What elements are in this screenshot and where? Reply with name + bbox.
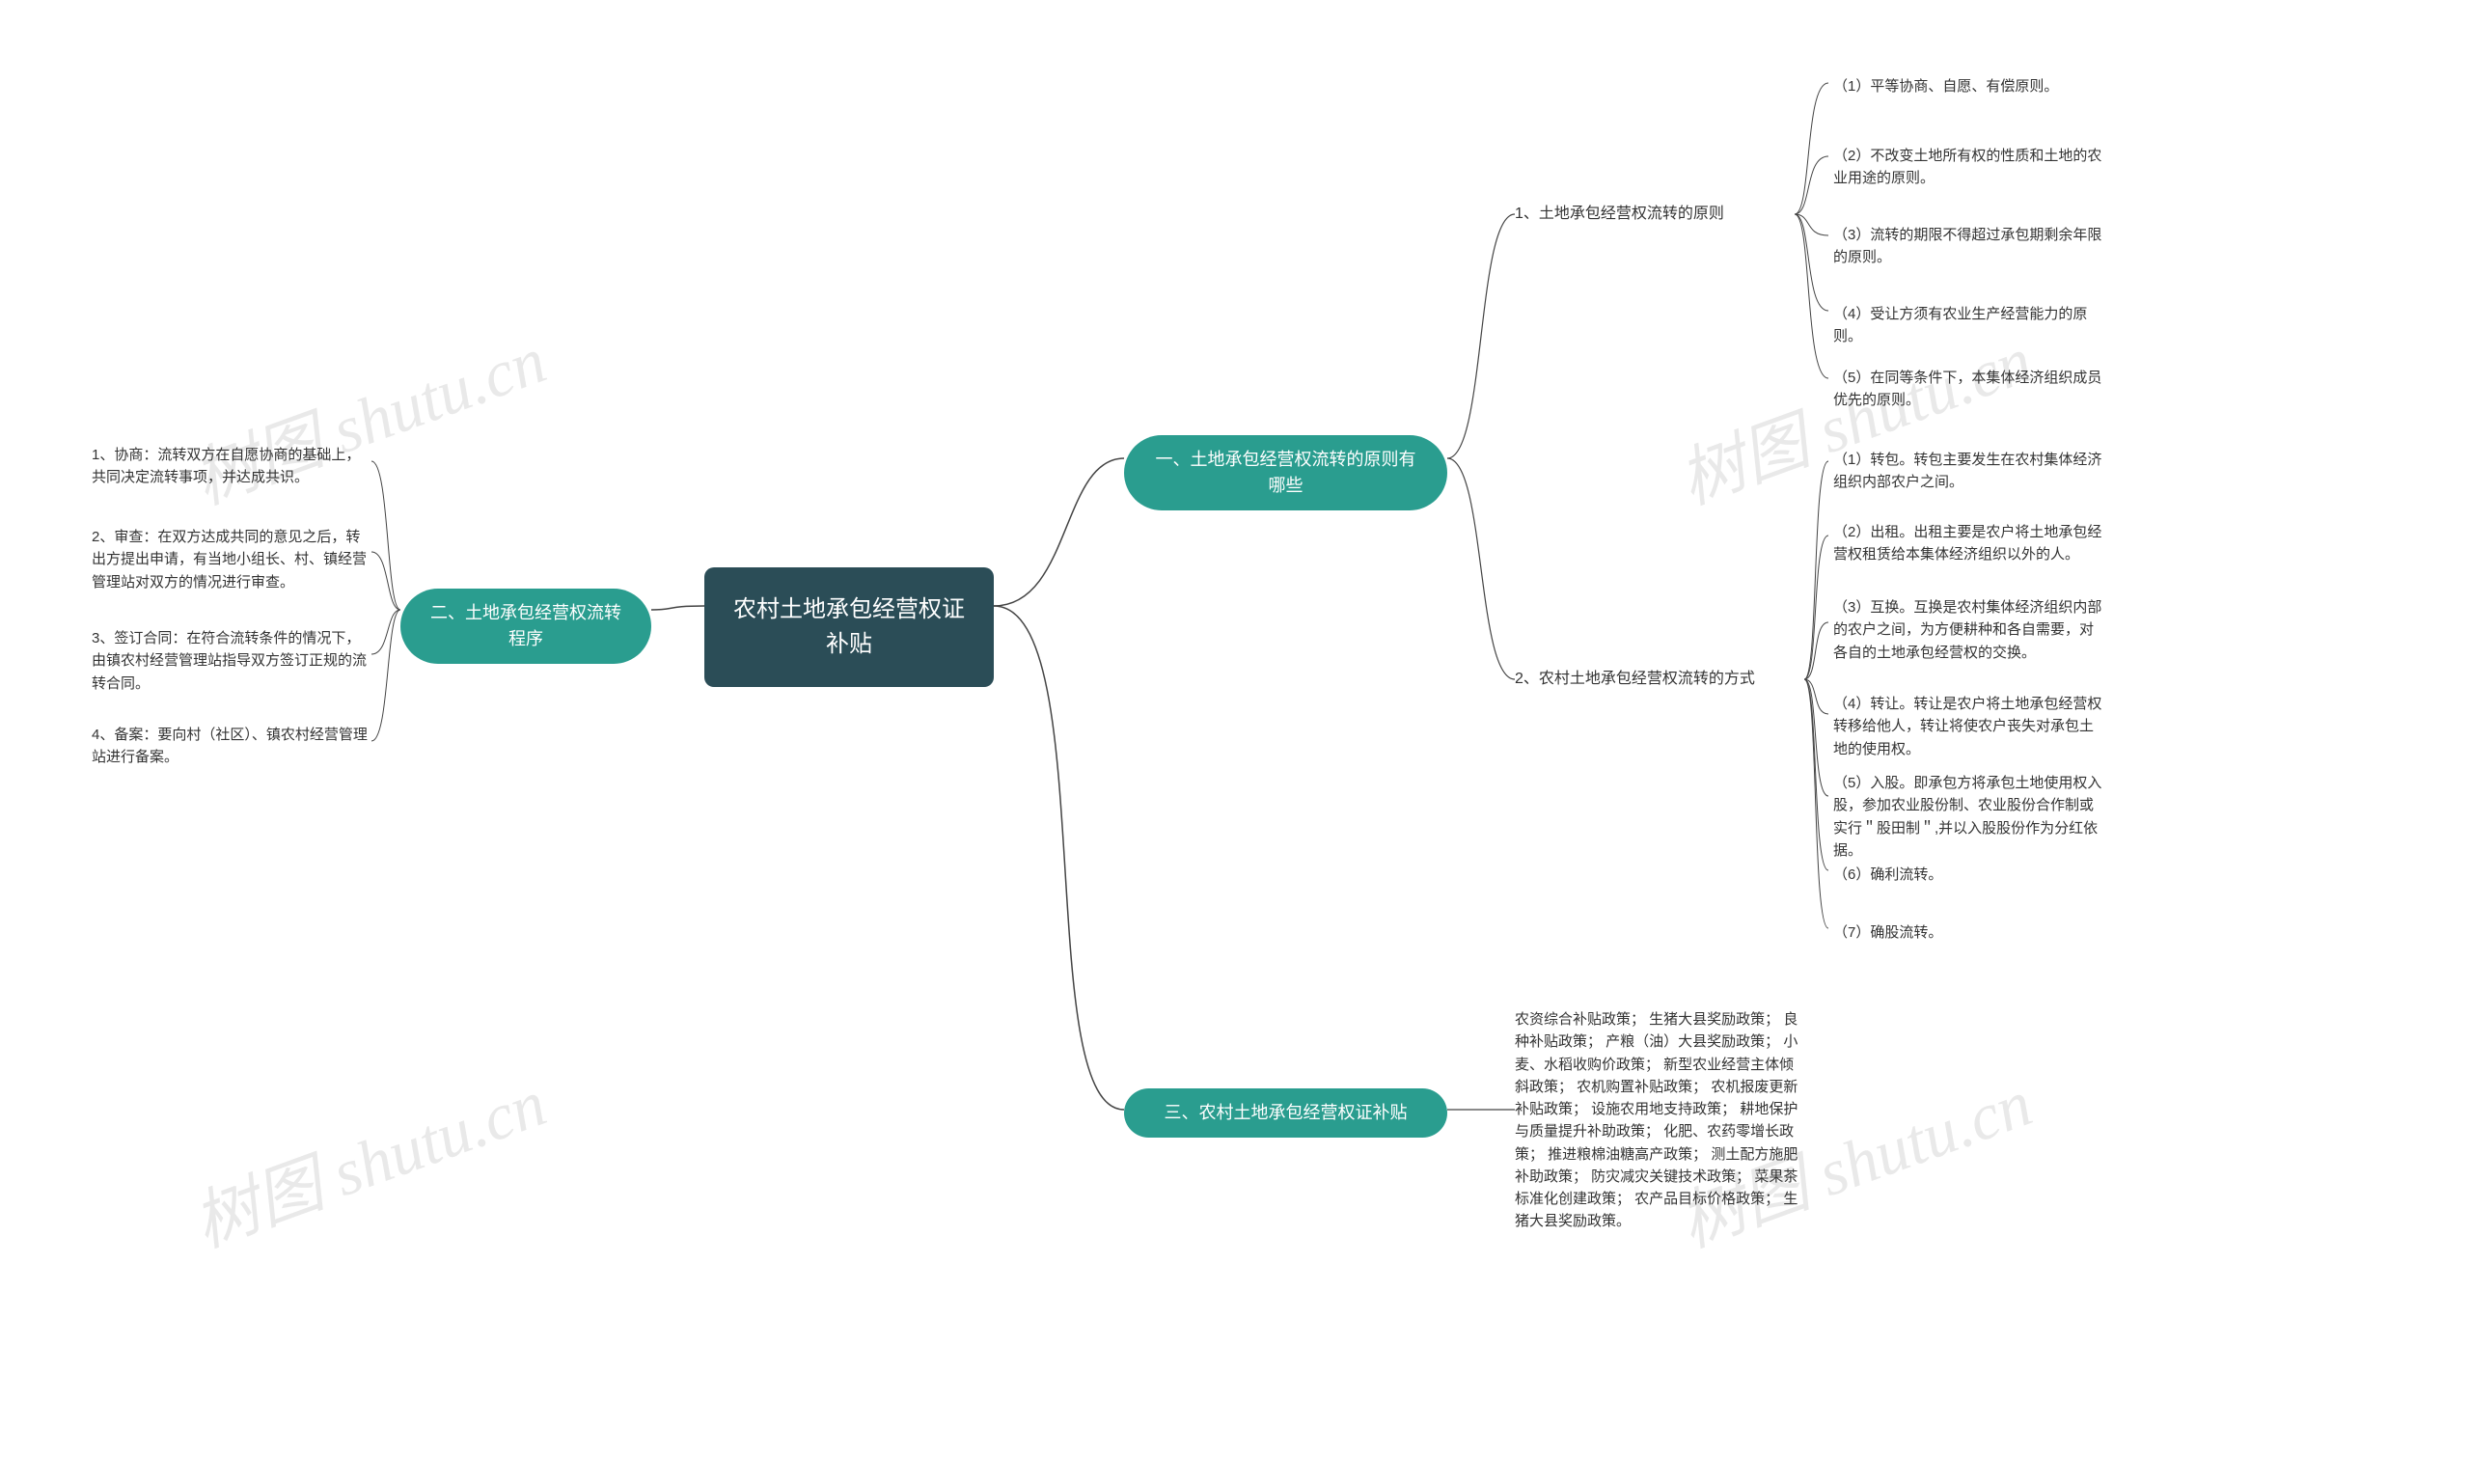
leaf-node: （1）平等协商、自愿、有偿原则。: [1833, 75, 2058, 97]
leaf-node: （2）不改变土地所有权的性质和土地的农业用途的原则。: [1833, 145, 2103, 190]
leaf-node: （4）受让方须有农业生产经营能力的原则。: [1833, 303, 2103, 348]
branch-node-3[interactable]: 三、农村土地承包经营权证补贴: [1124, 1088, 1447, 1138]
leaf-node: 2、审查：在双方达成共同的意见之后，转出方提出申请，有当地小组长、村、镇经营管理…: [92, 526, 371, 593]
branch-node-2[interactable]: 二、土地承包经营权流转程序: [400, 589, 651, 664]
leaf-node: （2）出租。出租主要是农户将土地承包经营权租赁给本集体经济组织以外的人。: [1833, 521, 2103, 566]
root-node[interactable]: 农村土地承包经营权证补贴: [704, 567, 994, 687]
leaf-node: （3）流转的期限不得超过承包期剩余年限的原则。: [1833, 224, 2103, 269]
leaf-node: （5）入股。即承包方将承包土地使用权入股，参加农业股份制、农业股份合作制或实行＂…: [1833, 772, 2103, 862]
leaf-node: 1、协商：流转双方在自愿协商的基础上，共同决定流转事项，并达成共识。: [92, 444, 371, 489]
branch-node-1[interactable]: 一、土地承包经营权流转的原则有哪些: [1124, 435, 1447, 510]
watermark: 树图 shutu.cn: [178, 307, 557, 523]
leaf-node: 4、备案：要向村（社区）、镇农村经营管理站进行备案。: [92, 724, 371, 769]
leaf-node: （7）确股流转。: [1833, 921, 1942, 944]
leaf-node: （3）互换。互换是农村集体经济组织内部的农户之间，为方便耕种和各自需要，对各自的…: [1833, 596, 2103, 664]
leaf-node: （4）转让。转让是农户将土地承包经营权转移给他人，转让将使农户丧失对承包土地的使…: [1833, 693, 2103, 760]
watermark: 树图 shutu.cn: [178, 1050, 557, 1266]
leaf-node: （6）确利流转。: [1833, 864, 1942, 886]
leaf-node: （5）在同等条件下，本集体经济组织成员优先的原则。: [1833, 367, 2103, 412]
leaf-node: 3、签订合同：在符合流转条件的情况下，由镇农村经营管理站指导双方签订正规的流转合…: [92, 627, 371, 695]
leaf-node: （1）转包。转包主要发生在农村集体经济组织内部农户之间。: [1833, 449, 2103, 494]
sub-node-1-2[interactable]: 2、农村土地承包经营权流转的方式: [1515, 668, 1755, 692]
sub-node-1-1[interactable]: 1、土地承包经营权流转的原则: [1515, 203, 1724, 227]
leaf-node: 农资综合补贴政策； 生猪大县奖励政策； 良种补贴政策； 产粮（油）大县奖励政策；…: [1515, 1008, 1804, 1233]
